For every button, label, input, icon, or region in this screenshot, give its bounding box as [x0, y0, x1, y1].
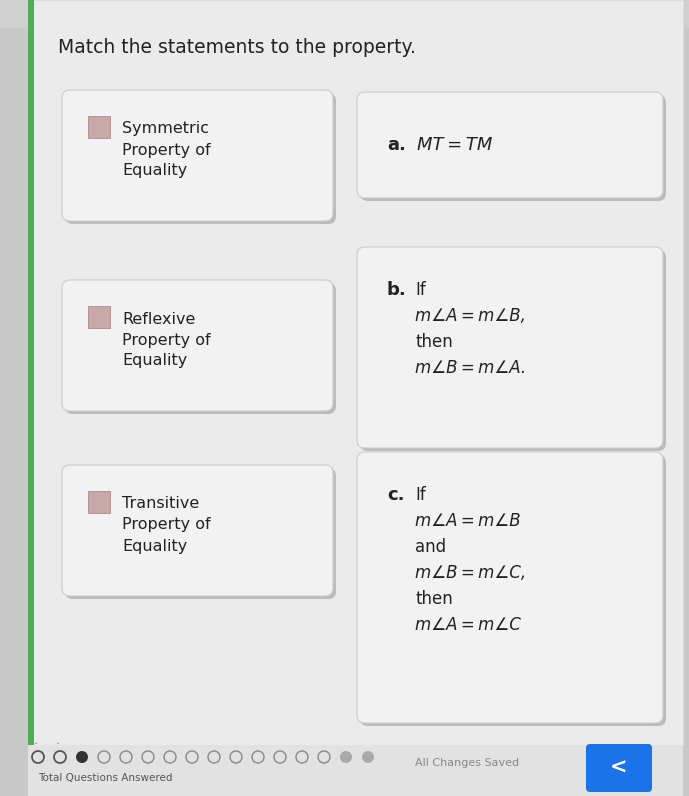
Text: Total Questions Answered: Total Questions Answered: [38, 773, 172, 783]
Bar: [88, 116, 110, 138]
Bar: [0, 0, 689, 28]
FancyBboxPatch shape: [360, 455, 666, 726]
FancyBboxPatch shape: [357, 92, 663, 198]
Bar: [88, 491, 110, 513]
Text: then: then: [415, 590, 453, 608]
FancyBboxPatch shape: [28, 0, 683, 745]
Text: m∠A = m∠C: m∠A = m∠C: [415, 616, 521, 634]
Text: then: then: [415, 333, 453, 351]
Text: m∠A = m∠B,: m∠A = m∠B,: [415, 307, 526, 325]
Circle shape: [340, 751, 352, 763]
Text: a.: a.: [387, 136, 406, 154]
FancyBboxPatch shape: [62, 90, 333, 221]
FancyBboxPatch shape: [360, 250, 666, 451]
Text: Symmetric
Property of
Equality: Symmetric Property of Equality: [122, 122, 211, 178]
FancyBboxPatch shape: [357, 452, 663, 723]
Text: <: <: [610, 758, 628, 778]
Circle shape: [362, 751, 374, 763]
FancyBboxPatch shape: [360, 95, 666, 201]
Text: m∠B = m∠A.: m∠B = m∠A.: [415, 359, 526, 377]
FancyBboxPatch shape: [65, 468, 336, 599]
Text: and: and: [415, 538, 446, 556]
Text: m∠B = m∠C,: m∠B = m∠C,: [415, 564, 526, 582]
FancyBboxPatch shape: [65, 283, 336, 414]
Text: m∠A = m∠B: m∠A = m∠B: [415, 512, 521, 530]
Bar: [28, 745, 683, 796]
Text: Reflexive
Property of
Equality: Reflexive Property of Equality: [122, 311, 211, 369]
FancyBboxPatch shape: [586, 744, 652, 792]
Bar: [88, 306, 110, 328]
Text: All Changes Saved: All Changes Saved: [415, 758, 519, 768]
FancyBboxPatch shape: [65, 93, 336, 224]
Text: If: If: [415, 281, 426, 299]
Text: Transitive
Property of
Equality: Transitive Property of Equality: [122, 497, 211, 553]
FancyBboxPatch shape: [62, 465, 333, 596]
FancyBboxPatch shape: [62, 280, 333, 411]
Circle shape: [76, 751, 88, 763]
Text: MT = TM: MT = TM: [417, 136, 493, 154]
Text: b.: b.: [387, 281, 407, 299]
Text: If: If: [415, 486, 426, 504]
FancyBboxPatch shape: [357, 247, 663, 448]
Text: c.: c.: [387, 486, 404, 504]
Text: Match the statements to the property.: Match the statements to the property.: [58, 38, 416, 57]
Bar: [28, 0, 34, 745]
